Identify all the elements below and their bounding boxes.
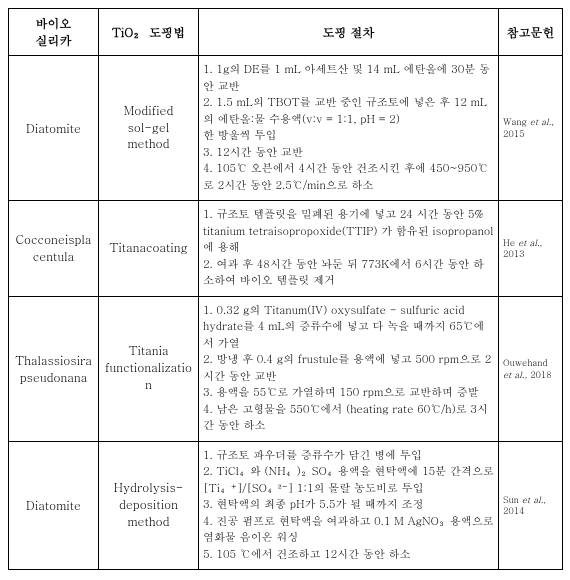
doping-methods-table: 바이오실리카 TiO₂ 도핑법 도핑 절차 참고문헌 Diatomite Mod…	[8, 8, 563, 570]
header-reference: 참고문헌	[499, 9, 563, 56]
table-row: Cocconeisplacentula Titanacoating 1. 규조토…	[9, 201, 563, 297]
table-row: Diatomite Modifiedsol-gelmethod 1. 1g의 D…	[9, 56, 563, 201]
table-header-row: 바이오실리카 TiO₂ 도핑법 도핑 절차 참고문헌	[9, 9, 563, 56]
cell-biosilica: Thalassiosirapseudonana	[9, 296, 99, 441]
cell-biosilica: Cocconeisplacentula	[9, 201, 99, 297]
cell-reference: Wang et al., 2015	[499, 56, 563, 201]
cell-method: Titaniafunctionalization	[99, 296, 199, 441]
header-biosilica: 바이오실리카	[9, 9, 99, 56]
cell-biosilica: Diatomite	[9, 441, 99, 570]
header-method: TiO₂ 도핑법	[99, 9, 199, 56]
cell-method: Titanacoating	[99, 201, 199, 297]
cell-procedure: 1. 1g의 DE를 1 mL 아세트산 및 14 mL 에탄올에 30분 동안…	[199, 56, 499, 201]
cell-procedure: 1. 0.32 g의 Titanum(IV) oxysulfate - sulf…	[199, 296, 499, 441]
cell-biosilica: Diatomite	[9, 56, 99, 201]
table-row: Thalassiosirapseudonana Titaniafunctiona…	[9, 296, 563, 441]
cell-reference: He et al., 2013	[499, 201, 563, 297]
cell-method: Modifiedsol-gelmethod	[99, 56, 199, 201]
cell-procedure: 1. 규조토 파우더를 증류수가 담긴 병에 투입2. TiCl₄와 (NH₄)…	[199, 441, 499, 570]
cell-method: Hydrolysis-depositionmethod	[99, 441, 199, 570]
cell-reference: Sun et al., 2014	[499, 441, 563, 570]
cell-reference: Ouwehand et al., 2018	[499, 296, 563, 441]
header-procedure: 도핑 절차	[199, 9, 499, 56]
cell-procedure: 1. 규조토 템플릿을 밀폐된 용기에 넣고 24 시간 동안 5% titan…	[199, 201, 499, 297]
table-row: Diatomite Hydrolysis-depositionmethod 1.…	[9, 441, 563, 570]
